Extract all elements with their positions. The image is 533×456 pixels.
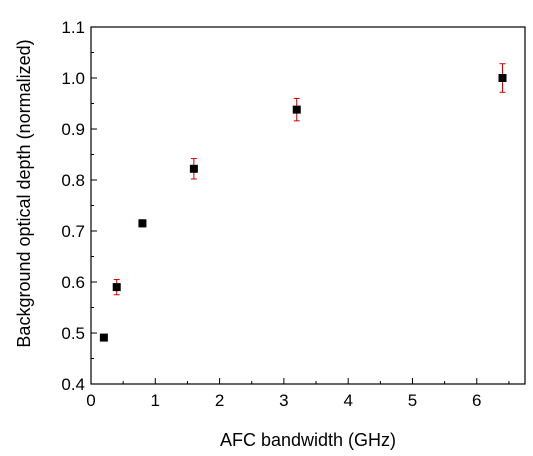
y-axis-title: Background optical depth (normalized) — [14, 39, 34, 347]
y-tick-label: 0.6 — [61, 273, 85, 292]
y-tick-label: 0.4 — [61, 375, 85, 394]
data-point — [112, 283, 121, 292]
y-tick-label: 1.1 — [61, 18, 85, 37]
y-tick-label: 0.9 — [61, 120, 85, 139]
x-tick-label: 0 — [86, 391, 95, 410]
data-markers — [99, 74, 507, 342]
data-point — [189, 164, 198, 173]
x-tick-label: 6 — [472, 391, 481, 410]
data-point — [99, 333, 108, 342]
y-tick-label: 0.5 — [61, 324, 85, 343]
data-point — [292, 105, 301, 114]
data-point — [138, 219, 147, 228]
axes-frame — [90, 26, 526, 385]
data-point — [498, 74, 507, 82]
x-tick-label: 5 — [408, 391, 417, 410]
y-tick-label: 0.7 — [61, 222, 85, 241]
x-tick-label: 1 — [151, 391, 160, 410]
error-bars — [100, 63, 506, 341]
x-tick-label: 4 — [343, 391, 352, 410]
x-axis-ticks: 0 1 2 3 4 5 6 — [86, 378, 510, 410]
y-axis-ticks: 0.4 0.5 0.6 0.7 0.8 0.9 1.0 1.1 — [61, 18, 97, 394]
y-tick-label: 0.8 — [61, 171, 85, 190]
x-axis-title: AFC bandwidth (GHz) — [220, 430, 396, 450]
x-tick-label: 2 — [215, 391, 224, 410]
x-tick-label: 3 — [279, 391, 288, 410]
y-tick-label: 1.0 — [61, 69, 85, 88]
plot-frame — [90, 26, 526, 385]
